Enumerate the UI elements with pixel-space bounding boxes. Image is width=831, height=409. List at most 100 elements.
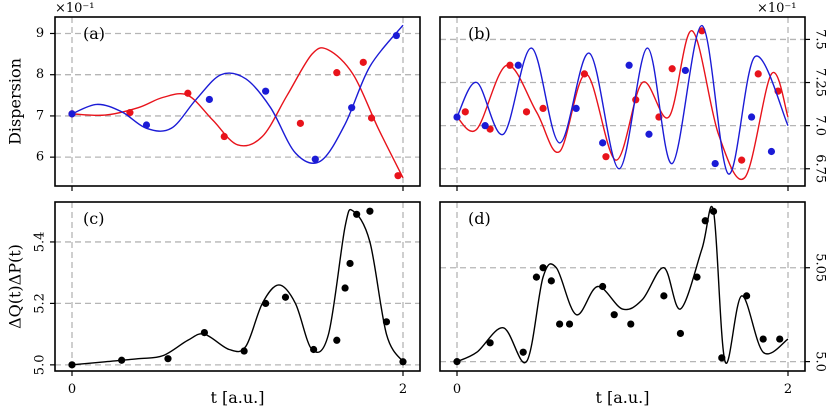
data-point-black bbox=[346, 259, 354, 268]
data-point-black bbox=[453, 358, 461, 366]
series-line-blue bbox=[456, 24, 789, 175]
x-tick-label: 0 bbox=[68, 382, 76, 397]
data-point-red bbox=[359, 58, 367, 66]
y-tick-label: 7.5 bbox=[813, 29, 828, 50]
data-point-black bbox=[333, 336, 341, 344]
data-point-blue bbox=[514, 61, 522, 69]
y-tick-label: 5.2 bbox=[33, 293, 48, 314]
data-point-blue bbox=[645, 130, 653, 138]
data-point-red bbox=[184, 89, 192, 97]
data-point-black bbox=[776, 335, 784, 343]
panel-label: (b) bbox=[468, 24, 491, 43]
panel-label: (d) bbox=[468, 209, 491, 228]
data-point-red bbox=[754, 70, 762, 78]
x-axis-label: t [a.u.] bbox=[595, 388, 649, 407]
data-point-black bbox=[676, 329, 685, 338]
data-point-blue bbox=[747, 113, 756, 121]
data-point-black bbox=[240, 347, 248, 355]
y-tick-label: 7.0 bbox=[813, 115, 828, 136]
panel-a: 6 7 8 9 (a) ×10⁻¹ Dispersion bbox=[6, 1, 421, 191]
data-point-black bbox=[693, 273, 701, 281]
series-line-blue bbox=[71, 24, 404, 164]
data-point-blue bbox=[392, 31, 400, 40]
data-point-black bbox=[539, 264, 547, 272]
series-line-red bbox=[456, 30, 789, 181]
x-axis-label: t [a.u.] bbox=[210, 388, 264, 407]
axes-frame bbox=[439, 201, 806, 372]
series-line-black bbox=[71, 208, 404, 366]
data-point-black bbox=[399, 358, 407, 366]
data-point-blue bbox=[205, 95, 213, 104]
data-point-black bbox=[532, 273, 541, 281]
data-point-black bbox=[547, 277, 555, 285]
data-point-black bbox=[382, 318, 391, 326]
axes-frame bbox=[54, 16, 421, 187]
x-tick-label: 2 bbox=[784, 382, 792, 397]
data-point-blue bbox=[599, 139, 607, 147]
data-point-black bbox=[519, 348, 527, 356]
data-point-blue bbox=[481, 122, 489, 130]
data-point-red bbox=[580, 70, 589, 78]
y-tick-label: 5.05 bbox=[813, 253, 828, 282]
data-point-black bbox=[610, 311, 618, 319]
data-point-black bbox=[486, 339, 494, 347]
data-point-red bbox=[461, 108, 469, 116]
data-point-red bbox=[522, 108, 531, 116]
y-tick-label: 6.75 bbox=[813, 154, 828, 183]
panel-label: (a) bbox=[83, 24, 105, 43]
data-point-black bbox=[366, 207, 374, 215]
data-point-black bbox=[743, 292, 751, 300]
panel-b: 6.75 7.0 7.25 7.5 (b) ×10⁻¹ bbox=[439, 1, 828, 191]
axes-frame bbox=[439, 16, 806, 187]
data-point-black bbox=[627, 320, 635, 328]
data-point-black bbox=[718, 354, 726, 362]
data-point-black bbox=[341, 284, 349, 292]
data-point-blue bbox=[625, 61, 633, 69]
data-point-red bbox=[333, 69, 341, 77]
data-point-black bbox=[599, 282, 607, 291]
data-point-black bbox=[709, 207, 718, 215]
data-point-blue bbox=[711, 159, 719, 168]
data-point-red bbox=[220, 132, 228, 141]
y-tick-label: 9 bbox=[36, 26, 44, 41]
panel-c: 0 2 5.0 5.2 5.4 (c) ΔQ(t)ΔP(t) t [a.u.] bbox=[6, 201, 421, 407]
y-tick-label: 5.4 bbox=[33, 232, 48, 253]
y-tick-label: 5.0 bbox=[813, 351, 828, 372]
data-point-blue bbox=[453, 113, 461, 121]
axis-multiplier: ×10⁻¹ bbox=[757, 1, 797, 16]
y-tick-label: 6 bbox=[36, 150, 44, 165]
data-point-black bbox=[68, 361, 76, 369]
data-point-black bbox=[556, 320, 564, 328]
data-point-black bbox=[353, 210, 361, 218]
data-point-blue bbox=[767, 147, 776, 156]
data-point-blue bbox=[311, 155, 319, 163]
y-tick-label: 8 bbox=[36, 67, 44, 82]
data-point-red bbox=[394, 172, 402, 180]
data-point-blue bbox=[142, 121, 151, 129]
axes-frame bbox=[54, 201, 421, 372]
panel-label: (c) bbox=[83, 209, 104, 228]
data-point-black bbox=[701, 217, 709, 225]
panel-d: 0 2 5.0 5.05 (d) t [a.u.] bbox=[439, 201, 828, 407]
data-point-black bbox=[281, 293, 290, 301]
x-tick-label: 2 bbox=[399, 382, 407, 397]
y-tick-label: 7.25 bbox=[813, 68, 828, 97]
data-point-red bbox=[738, 156, 746, 164]
data-point-red bbox=[367, 114, 376, 122]
data-point-red bbox=[126, 109, 134, 117]
data-point-blue bbox=[681, 66, 689, 75]
data-point-black bbox=[310, 345, 318, 354]
data-point-black bbox=[565, 320, 574, 328]
data-point-blue bbox=[348, 104, 356, 112]
data-point-black bbox=[200, 328, 208, 337]
data-point-black bbox=[759, 335, 767, 343]
y-tick-label: 7 bbox=[36, 108, 44, 123]
data-point-red bbox=[602, 153, 610, 161]
data-point-red bbox=[539, 104, 547, 112]
data-point-black bbox=[262, 299, 270, 307]
data-point-blue bbox=[68, 110, 76, 118]
y-axis-label: Dispersion bbox=[6, 58, 25, 145]
x-tick-label: 0 bbox=[453, 382, 461, 397]
data-point-blue bbox=[262, 87, 270, 95]
